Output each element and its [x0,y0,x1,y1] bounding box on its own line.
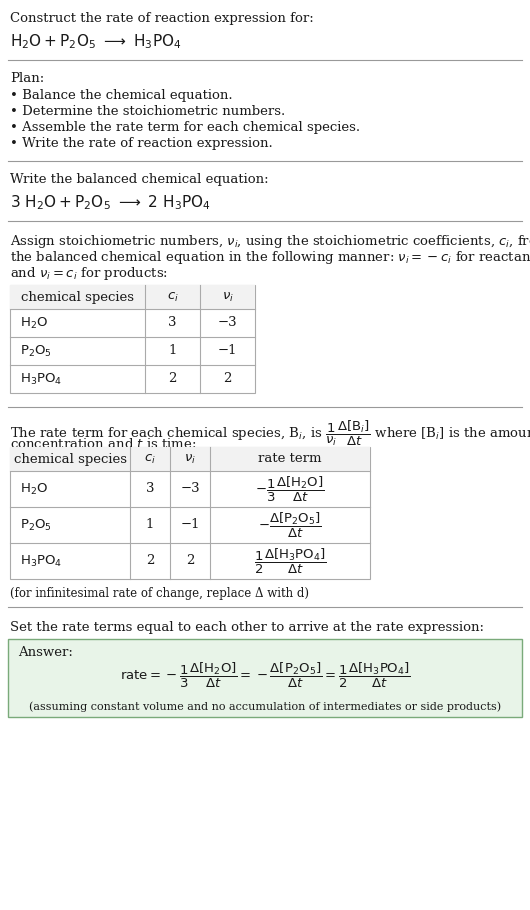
Text: • Write the rate of reaction expression.: • Write the rate of reaction expression. [10,137,273,150]
Text: Plan:: Plan: [10,72,44,85]
Text: $\mathrm{H_2O}$: $\mathrm{H_2O}$ [20,481,48,497]
Text: $c_i$: $c_i$ [144,452,156,466]
Text: 1: 1 [146,519,154,531]
Text: 2: 2 [169,372,176,386]
Text: Assign stoichiometric numbers, $\nu_i$, using the stoichiometric coefficients, $: Assign stoichiometric numbers, $\nu_i$, … [10,233,530,250]
Bar [10,285,255,309]
Text: The rate term for each chemical species, B$_i$, is $\dfrac{1}{\nu_i}\dfrac{\Delt: The rate term for each chemical species,… [10,419,530,449]
Text: $\nu_i$: $\nu_i$ [184,452,196,466]
Bar [10,447,370,471]
Text: $\nu_i$: $\nu_i$ [222,290,234,304]
Text: $\mathrm{3\ H_2O + P_2O_5 \ \longrightarrow \ 2\ H_3PO_4}$: $\mathrm{3\ H_2O + P_2O_5 \ \longrightar… [10,193,211,212]
Text: 3: 3 [146,482,154,496]
Text: (for infinitesimal rate of change, replace Δ with d): (for infinitesimal rate of change, repla… [10,587,309,600]
Text: $\mathrm{P_2O_5}$: $\mathrm{P_2O_5}$ [20,343,52,359]
Text: $c_i$: $c_i$ [166,290,179,304]
Text: Construct the rate of reaction expression for:: Construct the rate of reaction expressio… [10,12,314,25]
Text: • Balance the chemical equation.: • Balance the chemical equation. [10,89,233,102]
Text: $\dfrac{1}{2}\dfrac{\Delta[\mathrm{H_3PO_4}]}{\Delta t}$: $\dfrac{1}{2}\dfrac{\Delta[\mathrm{H_3PO… [254,546,326,576]
Text: Answer:: Answer: [18,646,73,659]
Text: 1: 1 [169,345,176,358]
Bar [10,285,255,393]
Text: concentration and $t$ is time:: concentration and $t$ is time: [10,437,197,451]
Text: −1: −1 [218,345,237,358]
Text: 3: 3 [168,317,176,329]
Text: 2: 2 [223,372,232,386]
Text: $\mathrm{H_2O + P_2O_5 \ \longrightarrow \ H_3PO_4}$: $\mathrm{H_2O + P_2O_5 \ \longrightarrow… [10,32,182,51]
Bar [10,447,370,579]
Text: and $\nu_i = c_i$ for products:: and $\nu_i = c_i$ for products: [10,265,168,282]
Text: $\mathrm{rate} = -\dfrac{1}{3}\dfrac{\Delta[\mathrm{H_2O}]}{\Delta t} = -\dfrac{: $\mathrm{rate} = -\dfrac{1}{3}\dfrac{\De… [120,661,410,690]
Text: Write the balanced chemical equation:: Write the balanced chemical equation: [10,173,269,186]
Text: chemical species: chemical species [13,452,127,466]
Text: rate term: rate term [258,452,322,466]
Text: • Determine the stoichiometric numbers.: • Determine the stoichiometric numbers. [10,105,285,118]
Text: Set the rate terms equal to each other to arrive at the rate expression:: Set the rate terms equal to each other t… [10,621,484,634]
Text: −3: −3 [180,482,200,496]
Text: chemical species: chemical species [21,290,134,304]
Text: $\mathrm{P_2O_5}$: $\mathrm{P_2O_5}$ [20,518,52,532]
Text: $-\dfrac{1}{3}\dfrac{\Delta[\mathrm{H_2O}]}{\Delta t}$: $-\dfrac{1}{3}\dfrac{\Delta[\mathrm{H_2O… [255,474,325,503]
Text: $-\dfrac{\Delta[\mathrm{P_2O_5}]}{\Delta t}$: $-\dfrac{\Delta[\mathrm{P_2O_5}]}{\Delta… [258,511,322,540]
Text: 2: 2 [146,554,154,568]
Text: −1: −1 [180,519,200,531]
Text: $\mathrm{H_3PO_4}$: $\mathrm{H_3PO_4}$ [20,371,62,387]
Text: • Assemble the rate term for each chemical species.: • Assemble the rate term for each chemic… [10,121,360,134]
Text: 2: 2 [186,554,194,568]
Text: the balanced chemical equation in the following manner: $\nu_i = -c_i$ for react: the balanced chemical equation in the fo… [10,249,530,266]
Bar [8,639,522,717]
Text: −3: −3 [218,317,237,329]
Text: $\mathrm{H_2O}$: $\mathrm{H_2O}$ [20,316,48,330]
Text: $\mathrm{H_3PO_4}$: $\mathrm{H_3PO_4}$ [20,553,62,569]
Text: (assuming constant volume and no accumulation of intermediates or side products): (assuming constant volume and no accumul… [29,702,501,713]
